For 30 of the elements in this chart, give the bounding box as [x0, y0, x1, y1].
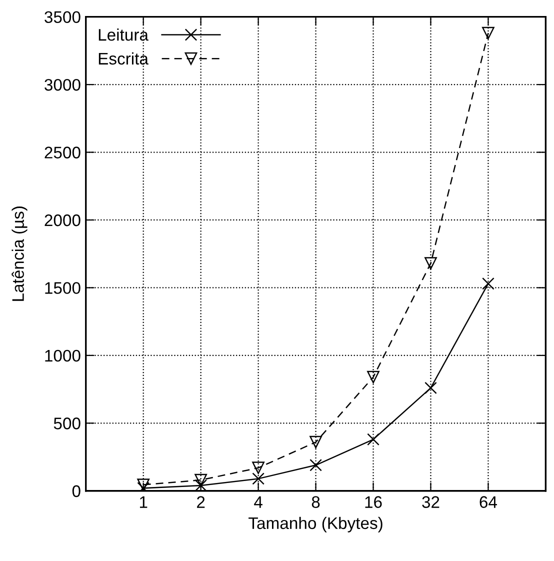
x-tick-label: 2	[197, 496, 205, 508]
x-tick-label: 64	[480, 496, 497, 508]
x-tick-label: 16	[365, 496, 382, 508]
point	[424, 382, 437, 394]
y-tick-label: 0	[72, 485, 80, 498]
point	[424, 257, 437, 270]
y-tick-label: 1500	[45, 282, 80, 294]
point	[482, 277, 494, 290]
point	[310, 436, 322, 448]
point	[252, 462, 264, 474]
y-tick-label: 3500	[44, 11, 80, 24]
y-tick-label: 3000	[44, 78, 80, 91]
y-tick-label: 1000	[45, 350, 80, 362]
legend-label: Leitura	[98, 28, 148, 41]
y-tick-label: 2000	[44, 214, 80, 226]
x-tick-label: 1	[140, 496, 148, 508]
point	[194, 479, 208, 491]
point	[367, 370, 380, 384]
x-tick-label: 32	[422, 496, 440, 508]
x-axis-title: Tamanho (Kbytes)	[248, 516, 382, 532]
point	[482, 26, 494, 40]
x-tick-label: 4	[254, 496, 262, 508]
point	[252, 472, 264, 485]
y-tick-label: 500	[54, 418, 80, 430]
point	[367, 433, 380, 446]
legend-label: Escrita	[98, 52, 148, 65]
x-tick-label: 8	[312, 496, 320, 508]
y-axis-title: Latência (µs)	[12, 206, 28, 301]
y-tick-label: 2500	[44, 146, 80, 158]
point	[310, 458, 322, 472]
